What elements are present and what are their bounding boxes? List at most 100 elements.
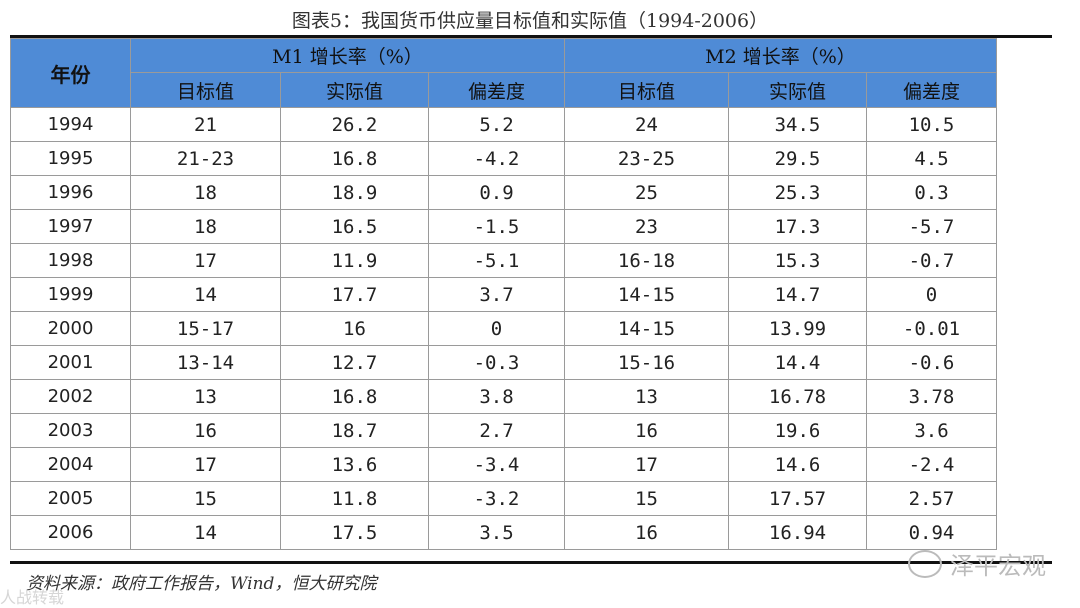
cell-m2-actual: 19.6 — [728, 413, 867, 448]
cell-m1-dev: -5.1 — [428, 243, 565, 278]
table-caption: 图表5：我国货币供应量目标值和实际值（1994-2006） — [291, 10, 769, 32]
cell-m2-target: 17 — [564, 447, 729, 482]
cell-m1-target: 15 — [130, 481, 281, 516]
cell-m2-dev: 10.5 — [866, 107, 997, 142]
table-row: 1996 18 18.9 0.9 25 25.3 0.3 — [10, 175, 997, 210]
table-container: 年份 M1 增长率（%） M2 增长率（%） 目标值 实际值 偏差度 目标值 实… — [10, 38, 997, 550]
cell-m2-actual: 29.5 — [728, 141, 867, 176]
m1-deviation-header: 偏差度 — [428, 72, 565, 108]
table-row: 2001 13-14 12.7 -0.3 15-16 14.4 -0.6 — [10, 345, 997, 380]
cell-m1-target: 16 — [130, 413, 281, 448]
cell-m2-target: 15-16 — [564, 345, 729, 380]
table-row: 1999 14 17.7 3.7 14-15 14.7 0 — [10, 277, 997, 312]
cell-m2-target: 25 — [564, 175, 729, 210]
cell-m2-target: 24 — [564, 107, 729, 142]
source-note: 资料来源：政府工作报告，Wind，恒大研究院 — [26, 574, 377, 594]
cell-m2-dev: -0.01 — [866, 311, 997, 346]
cell-year: 1994 — [10, 107, 131, 142]
cell-m1-target: 18 — [130, 209, 281, 244]
cell-m2-target: 14-15 — [564, 277, 729, 312]
cell-m2-actual: 17.3 — [728, 209, 867, 244]
wechat-icon — [908, 549, 942, 578]
cell-m1-actual: 11.8 — [280, 481, 429, 516]
cell-m2-dev: 0 — [866, 277, 997, 312]
cell-m1-target: 17 — [130, 447, 281, 482]
cell-m2-actual: 34.5 — [728, 107, 867, 142]
table-body: 1994 21 26.2 5.2 24 34.5 10.5 1995 21-23 16.8 -4.2… — [10, 107, 997, 550]
table-row: 2003 16 18.7 2.7 16 19.6 3.6 — [10, 413, 997, 448]
cell-m1-dev: 3.5 — [428, 515, 565, 550]
cell-year: 1997 — [10, 209, 131, 244]
cell-m2-actual: 14.4 — [728, 345, 867, 380]
table-row: 2005 15 11.8 -3.2 15 17.57 2.57 — [10, 481, 997, 516]
cell-year: 2001 — [10, 345, 131, 380]
watermark-secondary: 人战转载 — [0, 588, 65, 607]
cell-m1-target: 13 — [130, 379, 281, 414]
cell-m2-target: 16 — [564, 515, 729, 550]
cell-m1-target: 13-14 — [130, 345, 281, 380]
cell-m1-target: 21-23 — [130, 141, 281, 176]
cell-m1-actual: 17.5 — [280, 515, 429, 550]
table-row: 2006 14 17.5 3.5 16 16.94 0.94 — [10, 515, 997, 550]
cell-m1-actual: 16.8 — [280, 141, 429, 176]
cell-m1-actual: 18.7 — [280, 413, 429, 448]
cell-m2-target: 15 — [564, 481, 729, 516]
cell-m2-dev: 3.78 — [866, 379, 997, 414]
table-row: 1994 21 26.2 5.2 24 34.5 10.5 — [10, 107, 997, 142]
cell-m2-dev: -2.4 — [866, 447, 997, 482]
cell-m2-dev: 0.94 — [866, 515, 997, 550]
cell-m1-actual: 26.2 — [280, 107, 429, 142]
cell-m1-dev: -1.5 — [428, 209, 565, 244]
top-rule — [10, 35, 1052, 38]
cell-m1-actual: 16.5 — [280, 209, 429, 244]
cell-m1-actual: 18.9 — [280, 175, 429, 210]
cell-m2-dev: 4.5 — [866, 141, 997, 176]
year-header: 年份 — [10, 38, 131, 108]
cell-m2-actual: 25.3 — [728, 175, 867, 210]
cell-m2-dev: 2.57 — [866, 481, 997, 516]
cell-m1-dev: -3.2 — [428, 481, 565, 516]
table-row: 1997 18 16.5 -1.5 23 17.3 -5.7 — [10, 209, 997, 244]
cell-year: 2006 — [10, 515, 131, 550]
table-row: 1995 21-23 16.8 -4.2 23-25 29.5 4.5 — [10, 141, 997, 176]
cell-year: 2004 — [10, 447, 131, 482]
m2-deviation-header: 偏差度 — [866, 72, 997, 108]
cell-m2-dev: -5.7 — [866, 209, 997, 244]
cell-year: 2005 — [10, 481, 131, 516]
table-row: 1998 17 11.9 -5.1 16-18 15.3 -0.7 — [10, 243, 997, 278]
m1-group-header: M1 增长率（%） — [130, 38, 565, 73]
table-row: 2002 13 16.8 3.8 13 16.78 3.78 — [10, 379, 997, 414]
cell-m1-dev: 0.9 — [428, 175, 565, 210]
cell-m2-actual: 16.94 — [728, 515, 867, 550]
watermark: 泽平宏观 — [908, 546, 1046, 581]
cell-m1-dev: -3.4 — [428, 447, 565, 482]
cell-m1-dev: 0 — [428, 311, 565, 346]
cell-m1-actual: 11.9 — [280, 243, 429, 278]
cell-m1-target: 21 — [130, 107, 281, 142]
table-row: 2004 17 13.6 -3.4 17 14.6 -2.4 — [10, 447, 997, 482]
cell-m1-target: 14 — [130, 515, 281, 550]
cell-year: 1996 — [10, 175, 131, 210]
m2-target-header: 目标值 — [564, 72, 729, 108]
cell-m2-dev: 0.3 — [866, 175, 997, 210]
watermark-text: 泽平宏观 — [950, 552, 1046, 580]
cell-m2-target: 14-15 — [564, 311, 729, 346]
cell-m2-target: 23 — [564, 209, 729, 244]
cell-m2-actual: 13.99 — [728, 311, 867, 346]
cell-year: 1999 — [10, 277, 131, 312]
cell-m1-actual: 13.6 — [280, 447, 429, 482]
cell-m2-target: 23-25 — [564, 141, 729, 176]
cell-m2-actual: 16.78 — [728, 379, 867, 414]
cell-m1-dev: 3.7 — [428, 277, 565, 312]
cell-m1-target: 18 — [130, 175, 281, 210]
cell-m1-dev: -0.3 — [428, 345, 565, 380]
cell-year: 2002 — [10, 379, 131, 414]
m1-actual-header: 实际值 — [280, 72, 429, 108]
cell-m1-target: 17 — [130, 243, 281, 278]
m2-group-header: M2 增长率（%） — [564, 38, 997, 73]
cell-m2-actual: 17.57 — [728, 481, 867, 516]
cell-m1-actual: 16 — [280, 311, 429, 346]
cell-m2-actual: 14.6 — [728, 447, 867, 482]
cell-m1-dev: -4.2 — [428, 141, 565, 176]
cell-m2-target: 16-18 — [564, 243, 729, 278]
